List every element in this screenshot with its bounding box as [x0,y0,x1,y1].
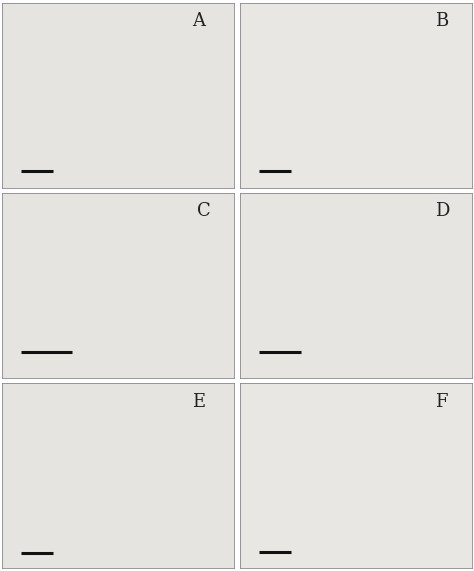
Text: A: A [192,12,205,30]
Text: B: B [435,12,448,30]
Text: C: C [197,202,210,220]
Text: E: E [192,393,205,411]
Text: D: D [435,202,449,220]
Text: F: F [435,393,447,411]
